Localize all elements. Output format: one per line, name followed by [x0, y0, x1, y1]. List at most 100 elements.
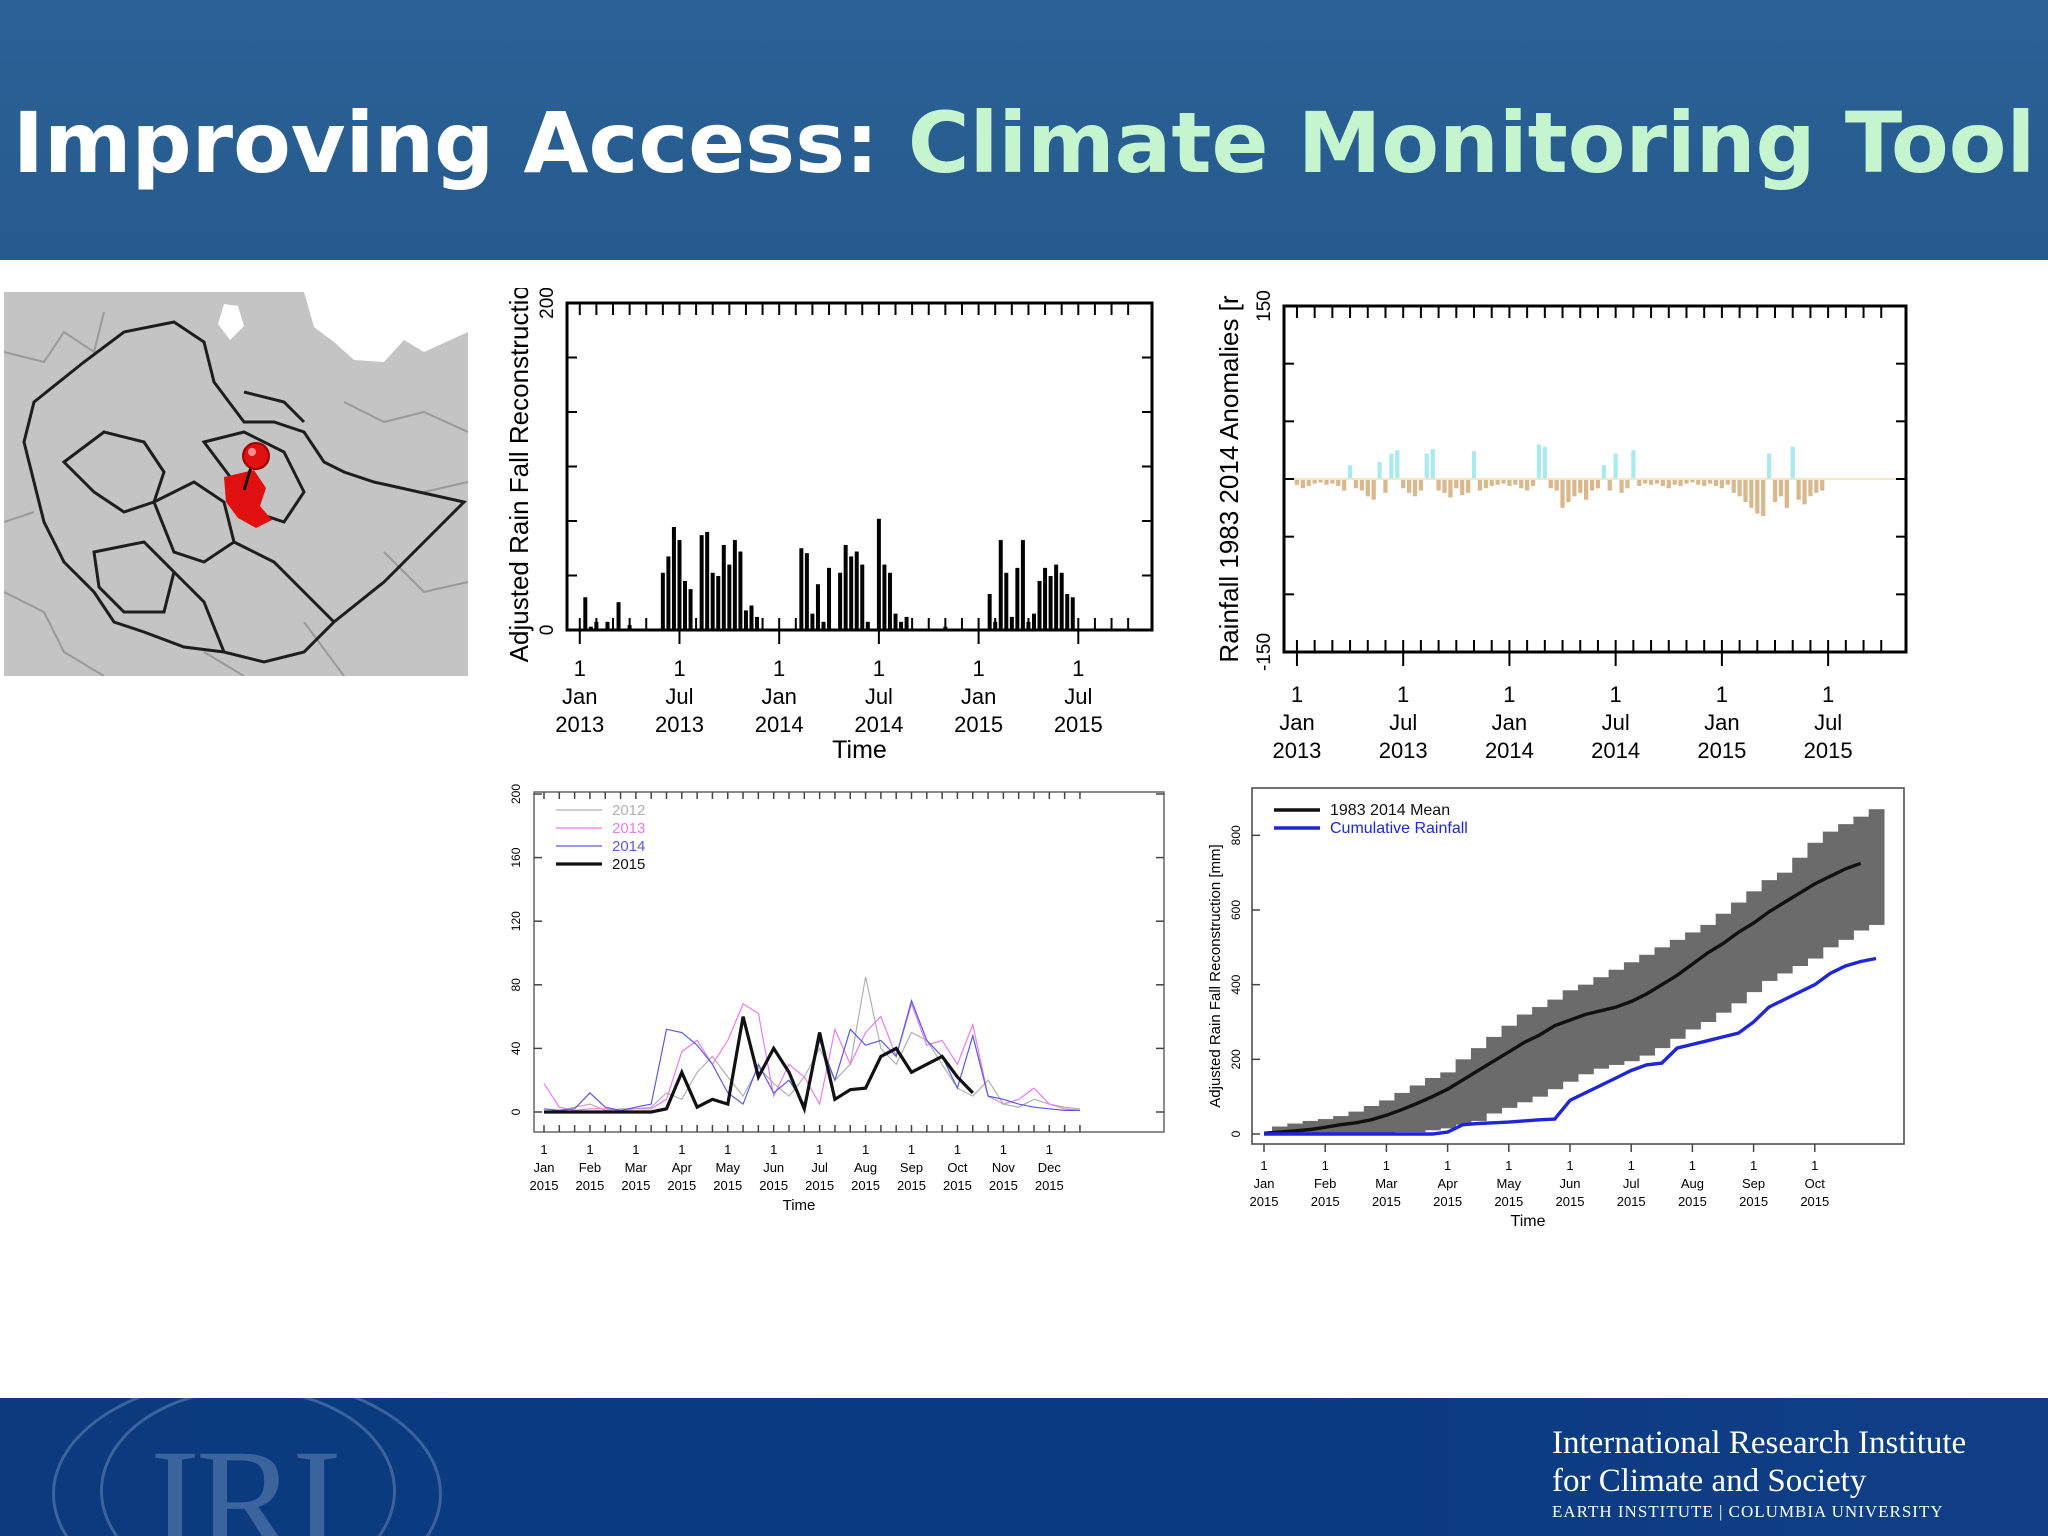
- data-bar: [1489, 479, 1494, 486]
- x-tick-label: Jul: [811, 1160, 828, 1175]
- x-tick-label: Jan: [1492, 710, 1527, 735]
- data-bar: [1015, 567, 1020, 630]
- y-tick-label: 160: [509, 847, 523, 867]
- x-tick-label: 2015: [1250, 1194, 1279, 1209]
- data-bar: [1796, 479, 1801, 500]
- data-bar: [1619, 479, 1624, 493]
- org-line-2: for Climate and Society: [1552, 1463, 1867, 1499]
- data-bar: [1465, 479, 1471, 493]
- x-tick-label: 2013: [555, 712, 604, 737]
- data-bar: [827, 567, 832, 630]
- data-bar: [1802, 479, 1807, 505]
- envelope-bar: [1669, 939, 1686, 1039]
- x-tick-label: Sep: [1742, 1176, 1765, 1191]
- data-bar: [1702, 479, 1707, 486]
- data-bar: [1383, 479, 1388, 493]
- data-bar: [605, 621, 610, 630]
- data-bar: [1536, 444, 1542, 479]
- y-axis-title: Adjusted Rain Fall Reconstruction: [504, 288, 534, 662]
- data-bar: [876, 518, 881, 630]
- data-bar: [1054, 564, 1059, 630]
- x-tick-label: 2015: [805, 1178, 834, 1193]
- x-tick-label: 2015: [943, 1178, 972, 1193]
- envelope-bar: [1623, 962, 1640, 1062]
- x-tick-label: Jul: [1814, 710, 1842, 735]
- legend-label: 2012: [612, 802, 645, 819]
- data-bar: [721, 544, 726, 630]
- data-bar: [843, 544, 848, 630]
- data-bar: [683, 580, 688, 630]
- data-bar: [1009, 616, 1014, 630]
- data-bar: [1418, 479, 1424, 491]
- rainfall-anomaly-svg: -150 150 1 Jan 2013 1 Jul 2013 1 Jan 2014 1 Jul 2014 1…: [1214, 290, 1908, 790]
- data-bar: [1778, 479, 1784, 497]
- data-bar: [1401, 479, 1406, 489]
- legend-label: 2014: [612, 838, 645, 855]
- x-tick-label: 2015: [1311, 1194, 1340, 1209]
- data-bar: [1377, 461, 1382, 479]
- envelope-bar: [1516, 1014, 1533, 1103]
- x-tick-label: Oct: [1805, 1176, 1826, 1191]
- title-main: Improving Access:: [12, 94, 879, 192]
- data-bar: [1525, 479, 1530, 491]
- data-bar: [1020, 540, 1025, 630]
- data-bar: [710, 572, 715, 630]
- data-bar: [815, 584, 820, 630]
- x-tick-label: 1: [724, 1142, 731, 1157]
- org-line-3: EARTH INSTITUTE | COLUMBIA UNIVERSITY: [1552, 1502, 1944, 1521]
- x-tick-label: 2014: [1591, 738, 1640, 763]
- data-bar: [899, 621, 904, 630]
- x-tick-label: 1: [1000, 1142, 1007, 1157]
- series-line-2013: [543, 1001, 1080, 1112]
- envelope-bar: [1272, 1126, 1288, 1134]
- data-bar: [1460, 479, 1465, 496]
- y-tick-label: 200: [509, 784, 523, 804]
- data-bar: [1589, 479, 1595, 491]
- x-tick-label: 2015: [851, 1178, 880, 1193]
- data-bar: [1312, 479, 1317, 484]
- data-bar: [1548, 479, 1553, 489]
- series-line-2014: [543, 998, 1080, 1112]
- data-bar: [1566, 479, 1571, 503]
- x-tick-label: Feb: [579, 1160, 601, 1175]
- x-tick-label: 1: [1750, 1158, 1757, 1173]
- data-bar: [1300, 479, 1305, 489]
- envelope-bar: [1868, 809, 1885, 925]
- x-tick-label: 2014: [1485, 738, 1534, 763]
- x-tick-label: Jul: [665, 684, 693, 709]
- x-tick-label: Apr: [672, 1160, 693, 1175]
- data-bar: [688, 589, 693, 630]
- data-bar: [810, 613, 815, 630]
- x-tick-label: 1: [1822, 682, 1834, 707]
- data-bar: [1707, 479, 1713, 484]
- data-bar: [1761, 479, 1766, 516]
- data-bar: [1495, 479, 1500, 485]
- x-tick-label: Jan: [1254, 1176, 1275, 1191]
- data-bar: [1031, 613, 1036, 630]
- x-tick-label: Nov: [992, 1160, 1016, 1175]
- data-bar: [1513, 479, 1518, 485]
- x-tick-label: 1: [1322, 1158, 1329, 1173]
- data-bar: [1448, 479, 1453, 498]
- data-bar: [1637, 479, 1642, 486]
- y-tick-label: 40: [509, 1041, 523, 1055]
- envelope-bar: [1455, 1059, 1472, 1125]
- y-axis-title: Rainfall 1983 2014 Anomalies [r: [1214, 295, 1244, 662]
- data-bar: [1037, 580, 1042, 630]
- y-tick-label: 0: [1229, 1130, 1243, 1137]
- x-axis-title: Time: [1511, 1213, 1546, 1230]
- annual-comparison-svg: 0 40 80 120 160 200 1 Jan 2015 1 Feb 2015 1 Mar 2015 1 A…: [509, 784, 1165, 1214]
- data-bar: [1043, 567, 1048, 630]
- data-bar: [821, 621, 826, 630]
- sea-area: [304, 292, 468, 362]
- cumulative-rainfall-svg: 0 200 400 600 800 Adjusted Rain Fall Reconstr…: [1207, 787, 1905, 1230]
- data-bar: [1755, 479, 1760, 514]
- x-tick-label: 1: [1444, 1158, 1451, 1173]
- title-accent: Climate Monitoring Tool: [907, 94, 2036, 192]
- data-bar: [1766, 453, 1772, 479]
- x-tick-label: 1: [1505, 1158, 1512, 1173]
- data-bar: [1554, 479, 1559, 491]
- x-tick-label: 1: [1046, 1142, 1053, 1157]
- plot-frame: [533, 791, 1165, 1133]
- data-bar: [1306, 479, 1311, 486]
